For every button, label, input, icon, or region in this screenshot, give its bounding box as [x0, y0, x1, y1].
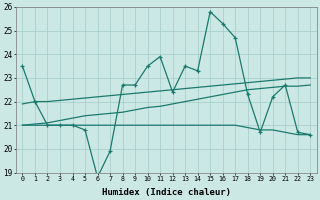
X-axis label: Humidex (Indice chaleur): Humidex (Indice chaleur)	[102, 188, 231, 197]
